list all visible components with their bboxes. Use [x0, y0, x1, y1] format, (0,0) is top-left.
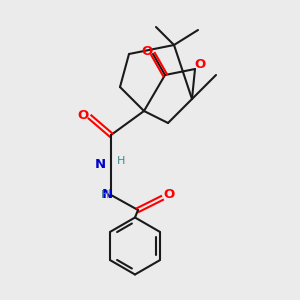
- Text: O: O: [163, 188, 174, 202]
- Text: H: H: [116, 155, 125, 166]
- Text: H: H: [100, 190, 109, 200]
- Text: N: N: [101, 188, 112, 202]
- Text: O: O: [141, 44, 153, 58]
- Text: N: N: [94, 158, 106, 172]
- Text: O: O: [78, 109, 89, 122]
- Text: O: O: [195, 58, 206, 71]
